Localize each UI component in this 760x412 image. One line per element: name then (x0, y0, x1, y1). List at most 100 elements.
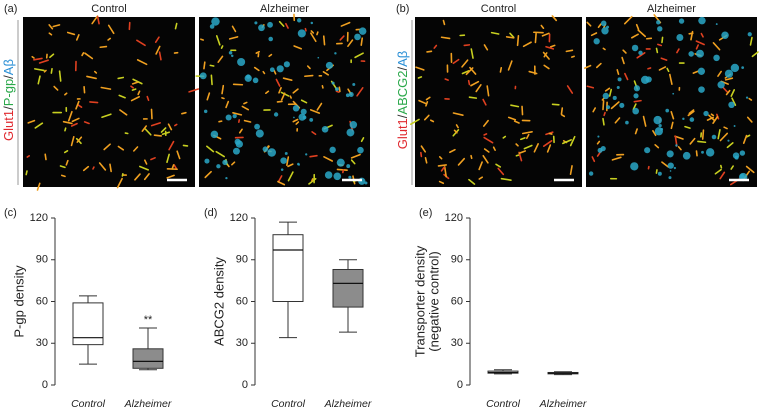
vessel (206, 92, 211, 101)
vessel (304, 27, 307, 32)
vessel (292, 88, 299, 94)
vessel (584, 64, 592, 69)
vessel (597, 23, 602, 29)
vessel (309, 109, 321, 114)
vessel (719, 132, 729, 142)
plaque (297, 29, 306, 38)
vessel (566, 85, 574, 94)
vessel (483, 44, 489, 51)
vessel (49, 53, 55, 59)
vessel (70, 122, 78, 127)
x-tick-label: Alzheimer (124, 398, 172, 410)
vessel (34, 122, 44, 129)
vessel (725, 89, 731, 96)
vessel (655, 169, 658, 174)
stain-label: Glut1/ABCG2/Aβ (395, 51, 410, 150)
vessel (751, 51, 759, 58)
vessel (182, 144, 189, 147)
plaque (204, 158, 210, 164)
vessel (287, 163, 294, 168)
plaque (273, 112, 279, 117)
x-tick-label: Alzheimer (324, 398, 372, 410)
vessel (25, 170, 28, 176)
vessel (322, 70, 330, 76)
vessel (96, 15, 100, 25)
vessel (695, 40, 705, 46)
plaque (216, 164, 221, 169)
vessel (670, 110, 675, 120)
plaque (267, 148, 277, 157)
vessel (316, 31, 319, 36)
vessel (562, 139, 572, 145)
panel-label: (e) (419, 207, 432, 219)
plaque (645, 76, 652, 83)
plaque (222, 159, 228, 166)
plaque (724, 69, 734, 78)
plaque (346, 128, 355, 137)
vessel (309, 154, 318, 158)
plaque (739, 173, 745, 179)
vessel (468, 96, 478, 99)
vessel (551, 15, 558, 22)
vessel (720, 164, 723, 169)
panel-label: (d) (204, 207, 217, 219)
stain-label: Glut1/P-gp/Aβ (1, 59, 16, 141)
vessel (525, 133, 530, 140)
vessel (36, 182, 41, 191)
vessel (181, 111, 187, 115)
vessel (286, 156, 290, 167)
vessel (442, 19, 446, 26)
vessel (722, 86, 729, 94)
vessel (66, 31, 76, 36)
vessel (220, 45, 224, 49)
vessel (174, 123, 178, 127)
vessel (668, 73, 673, 86)
vessel (687, 110, 695, 117)
plaque (305, 153, 308, 156)
vessel (647, 67, 652, 70)
plaque (667, 162, 674, 169)
vessel (304, 74, 314, 78)
vessel (470, 154, 473, 160)
vessel (153, 134, 163, 137)
vessel (350, 159, 356, 165)
vessel (502, 135, 507, 139)
vessel (160, 127, 167, 133)
plaque (254, 123, 260, 130)
plaque (597, 135, 600, 138)
vessel (452, 58, 460, 65)
vessel (560, 113, 566, 118)
vessel (133, 146, 139, 152)
vessel (339, 35, 345, 41)
vessel (631, 33, 639, 39)
y-tick-label: 30 (36, 337, 48, 349)
vessel (158, 51, 162, 61)
vessel (724, 77, 734, 81)
vessel (134, 173, 141, 181)
vessel (470, 80, 480, 87)
vessel (706, 116, 714, 121)
vessel (468, 178, 476, 185)
plaque (696, 49, 704, 58)
vessel (287, 171, 294, 182)
vessel (433, 44, 438, 49)
plaque (348, 91, 354, 98)
plaque (310, 21, 314, 25)
vessel (52, 24, 61, 28)
vessel (666, 67, 670, 73)
x-tick-label: Control (271, 398, 306, 410)
vessel (637, 29, 647, 38)
plaque (334, 52, 337, 55)
vessel (117, 145, 125, 151)
y-tick-label: 0 (42, 379, 48, 391)
micrograph (415, 17, 582, 187)
vessel (478, 161, 483, 171)
vessel (657, 43, 663, 47)
plaque (727, 139, 730, 142)
vessel (116, 177, 123, 189)
vessel (701, 129, 705, 140)
vessel (101, 113, 112, 119)
vessel (107, 24, 115, 35)
significance: ** (144, 314, 153, 326)
stain-part: / (1, 75, 16, 79)
